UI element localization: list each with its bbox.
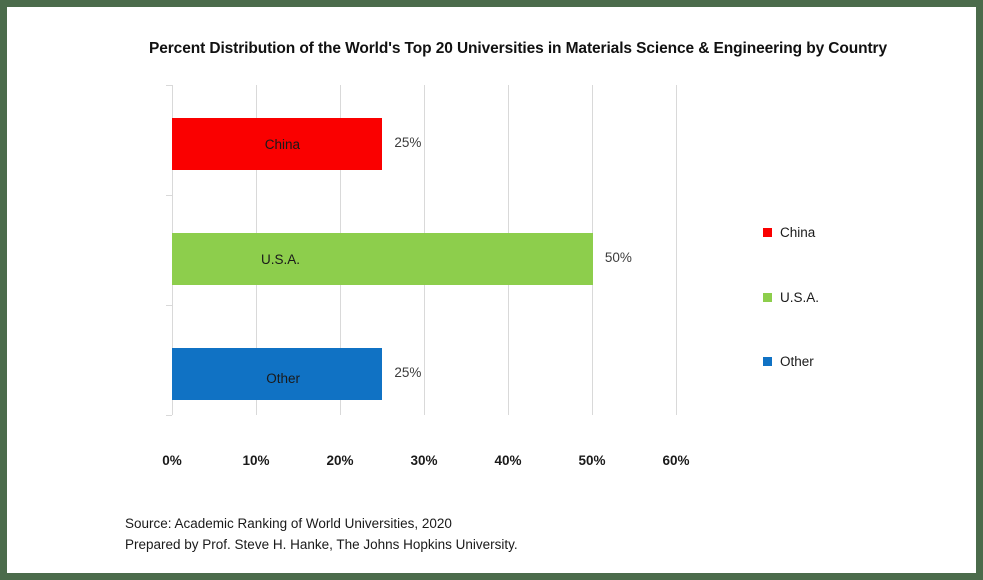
bar-value-label-usa: 50% [604, 250, 632, 265]
legend-swatch-icon [763, 228, 772, 237]
bar-value-label-china: 25% [394, 135, 422, 150]
legend-item-usa[interactable]: U.S.A. [763, 290, 819, 305]
legend-swatch-icon [763, 293, 772, 302]
bar-other[interactable] [172, 348, 383, 400]
legend-label-china: China [780, 225, 816, 240]
gridline-60 [676, 85, 677, 415]
x-tick-0: 0% [162, 453, 182, 468]
plot-area: 25% 50% 25% [166, 85, 677, 416]
legend-item-other[interactable]: Other [763, 354, 814, 369]
y-axis-tick [166, 85, 172, 86]
y-axis-tick [166, 415, 172, 416]
x-tick-20: 20% [326, 453, 354, 468]
x-tick-50: 50% [578, 453, 606, 468]
legend-label-usa: U.S.A. [780, 290, 820, 305]
legend-item-china[interactable]: China [763, 225, 815, 240]
x-tick-40: 40% [494, 453, 522, 468]
chart-title: Percent Distribution of the World's Top … [148, 40, 888, 57]
x-tick-10: 10% [242, 453, 270, 468]
bar-china[interactable] [172, 118, 383, 170]
source-line-1: Source: Academic Ranking of World Univer… [125, 516, 452, 531]
bar-value-label-other: 25% [394, 365, 422, 380]
legend-label-other: Other [780, 354, 814, 369]
source-line-2: Prepared by Prof. Steve H. Hanke, The Jo… [125, 537, 518, 552]
x-tick-30: 30% [410, 453, 438, 468]
y-axis-tick [166, 195, 172, 196]
legend-swatch-icon [763, 357, 772, 366]
source-note: Source: Academic Ranking of World Univer… [125, 513, 518, 555]
bar-usa[interactable] [172, 233, 593, 285]
y-axis-tick [166, 305, 172, 306]
x-tick-60: 60% [662, 453, 690, 468]
